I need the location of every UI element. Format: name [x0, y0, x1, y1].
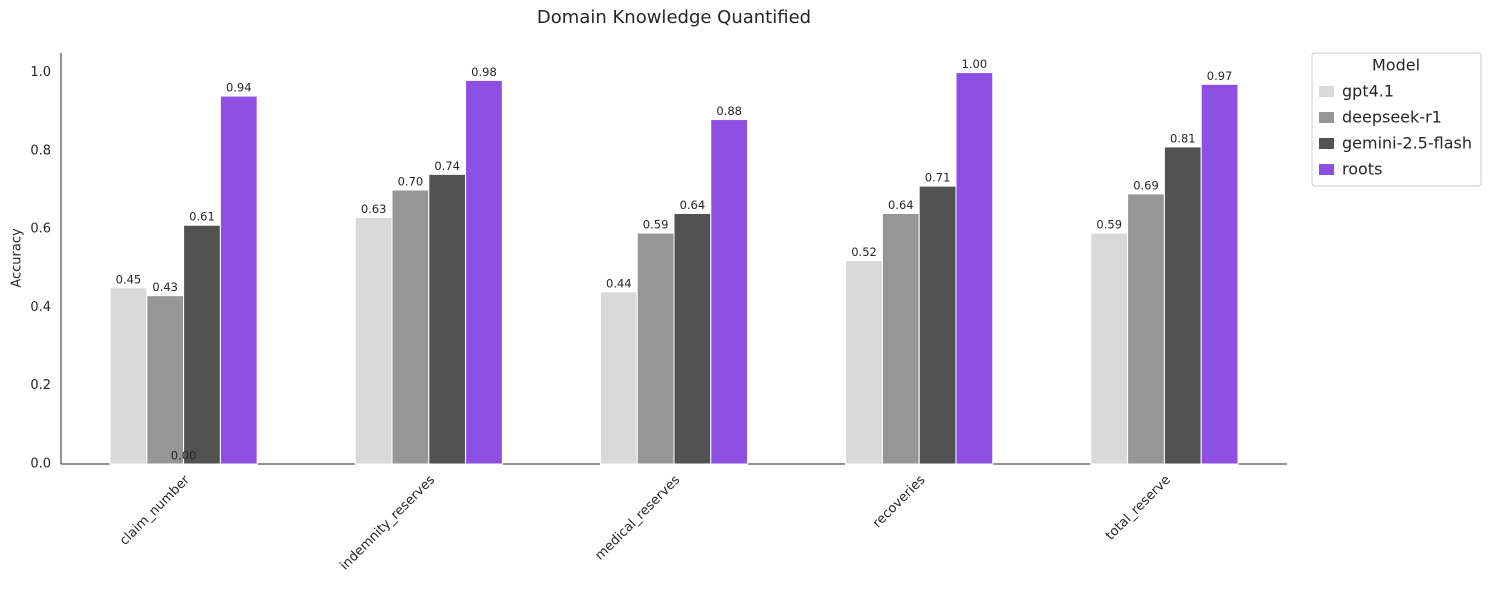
x-tick-label: total_reserve: [1103, 473, 1174, 544]
value-label: 0.71: [925, 171, 951, 185]
legend-title: Model: [1372, 56, 1420, 75]
bar: [183, 224, 221, 465]
value-label: 0.98: [471, 65, 497, 79]
y-axis-label: Accuracy: [10, 228, 25, 288]
legend-box: [1311, 52, 1482, 187]
bar: [918, 185, 957, 465]
value-label: 0.43: [152, 280, 178, 294]
value-label: 0.63: [361, 202, 387, 216]
value-label: 0.59: [1096, 218, 1122, 232]
value-label: 0.64: [680, 198, 706, 212]
value-label: 0.64: [888, 198, 914, 212]
bar: [881, 212, 920, 465]
legend-label: gpt4.1: [1342, 82, 1394, 101]
y-tick-label: 0.2: [30, 378, 51, 393]
x-tick-label: recoveries: [870, 473, 929, 532]
y-tick-label: 0.4: [30, 300, 51, 315]
bar: [710, 119, 749, 465]
legend-label: gemini-2.5-flash: [1342, 134, 1472, 153]
value-label: 0.69: [1133, 178, 1159, 192]
bar: [354, 216, 393, 465]
value-label: 0.44: [606, 276, 632, 290]
bar: [1090, 232, 1129, 465]
legend-swatch: [1319, 138, 1334, 149]
bar: [599, 291, 638, 465]
x-tick-label: claim_number: [117, 472, 193, 548]
value-label: 0.88: [716, 104, 742, 118]
value-label: 0.45: [116, 272, 142, 286]
bar: [673, 212, 712, 465]
x-tick-label: medical_reserves: [593, 473, 684, 564]
bar: [391, 189, 430, 465]
y-tick-label: 0.0: [30, 457, 51, 472]
bar: [1127, 193, 1165, 465]
bar: [465, 79, 503, 465]
bar: [219, 95, 258, 465]
value-label: 0.94: [226, 81, 252, 95]
bar: [146, 295, 185, 465]
legend-swatch: [1319, 112, 1334, 123]
legend-swatch: [1319, 86, 1334, 97]
bar: [845, 259, 883, 465]
bar: [428, 173, 467, 465]
value-label: 1.00: [962, 57, 988, 71]
value-label: 0.70: [398, 175, 424, 189]
bar: [636, 232, 675, 465]
legend-label: roots: [1342, 160, 1382, 179]
bar: [109, 287, 148, 465]
value-label: 0.61: [189, 210, 215, 224]
value-label: 0.52: [851, 245, 877, 259]
y-tick-label: 0.6: [30, 222, 51, 237]
bar: [1163, 146, 1202, 465]
bar: [955, 72, 994, 465]
bar: [1200, 83, 1239, 465]
value-label: 0.97: [1207, 69, 1233, 83]
y-tick-label: 1.0: [30, 65, 51, 80]
annotation: 0.00: [171, 449, 197, 463]
value-label: 0.74: [434, 159, 460, 173]
value-label: 0.81: [1170, 131, 1196, 145]
y-tick-label: 0.8: [30, 143, 51, 158]
legend-label: deepseek-r1: [1342, 108, 1442, 127]
x-tick-label: indemnity_reserves: [337, 473, 438, 574]
chart-title: Domain Knowledge Quantified: [537, 7, 811, 28]
value-label: 0.59: [643, 218, 669, 232]
legend-swatch: [1319, 164, 1334, 175]
